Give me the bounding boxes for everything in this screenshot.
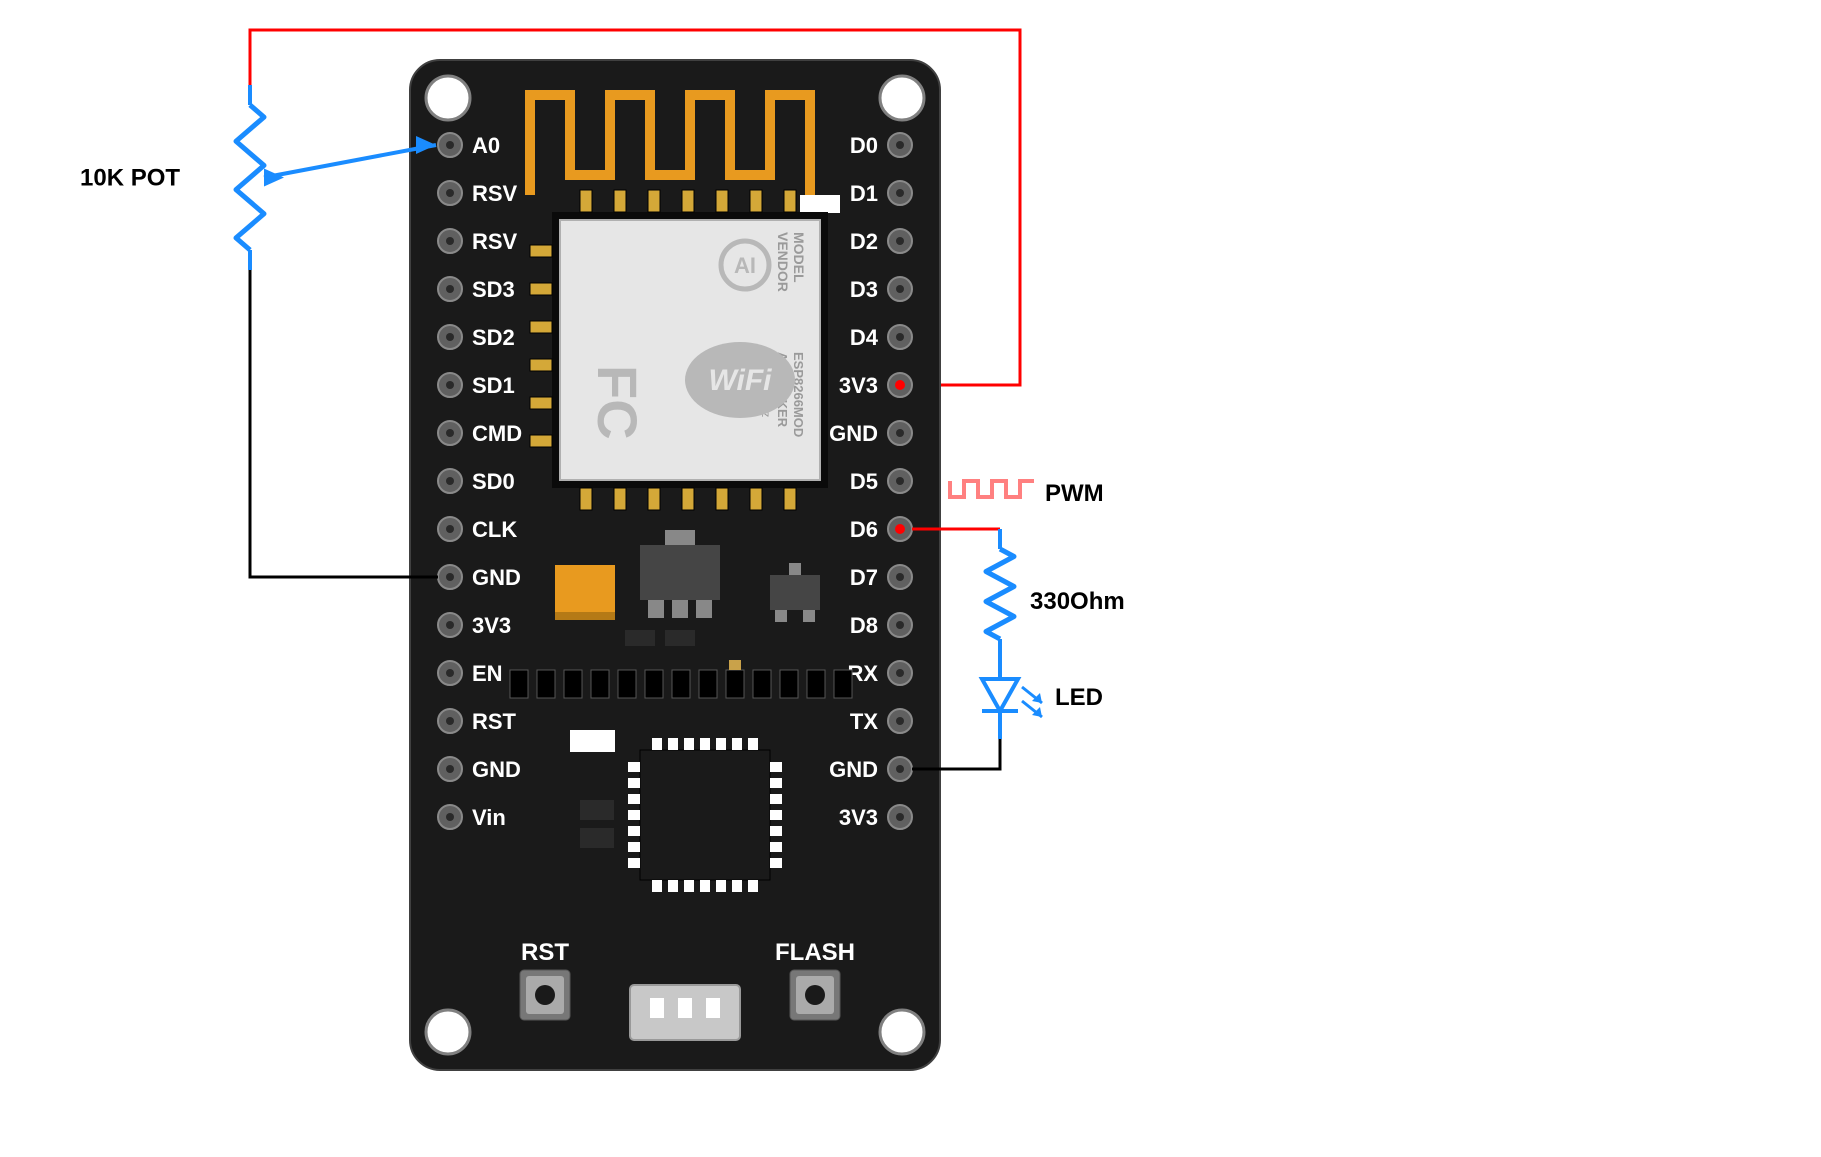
header-socket <box>591 670 609 698</box>
pin-label-right: D6 <box>850 517 878 542</box>
fcc-logo: FC <box>586 365 649 440</box>
led-label: LED <box>1055 684 1103 711</box>
pin-label-right: D0 <box>850 133 878 158</box>
shield-pin <box>784 190 796 212</box>
header-socket <box>564 670 582 698</box>
shield-pin <box>580 190 592 212</box>
pin-label-left: Vin <box>472 805 506 830</box>
svg-text:MODEL: MODEL <box>791 232 807 283</box>
pin-label-left: CLK <box>472 517 517 542</box>
flash-button-label: FLASH <box>775 939 855 966</box>
wiring-diagram: MODELVENDORESP8266MODAI-THINKERISM 2.4GH… <box>0 0 1821 1157</box>
wifi-logo-text: WiFi <box>708 364 772 397</box>
pin-label-right: D5 <box>850 469 878 494</box>
pin-label-left: SD0 <box>472 469 515 494</box>
pin-label-right: TX <box>850 709 878 734</box>
pin-label-left: CMD <box>472 421 522 446</box>
shield-pin <box>750 488 762 510</box>
pwm-label: PWM <box>1045 480 1104 507</box>
header-socket <box>699 670 717 698</box>
shield-pin <box>530 397 552 409</box>
shield-pin <box>750 190 762 212</box>
header-socket <box>672 670 690 698</box>
resistor-label: 330Ohm <box>1030 588 1125 615</box>
shield-pin <box>614 190 626 212</box>
pin-label-right: D7 <box>850 565 878 590</box>
header-socket <box>645 670 663 698</box>
pin-label-left: RST <box>472 709 517 734</box>
smd-transistor <box>770 575 820 610</box>
pin-label-left: SD2 <box>472 325 515 350</box>
shield-pin <box>530 321 552 333</box>
smd-white-chip <box>570 730 615 752</box>
pin-label-left: A0 <box>472 133 500 158</box>
pin-label-right: D4 <box>850 325 879 350</box>
pin-label-left: SD1 <box>472 373 515 398</box>
shield-pin <box>716 190 728 212</box>
mounting-hole <box>880 76 924 120</box>
usb-serial-chip <box>640 750 770 880</box>
svg-text:VENDOR: VENDOR <box>775 232 791 292</box>
mounting-hole <box>426 76 470 120</box>
ai-logo-text: AI <box>734 253 756 278</box>
pin-label-right: GND <box>829 757 878 782</box>
pin-label-right: D8 <box>850 613 878 638</box>
voltage-regulator <box>640 545 720 600</box>
pin-label-left: RSV <box>472 229 518 254</box>
header-socket <box>807 670 825 698</box>
shield-pin <box>682 488 694 510</box>
led-symbol <box>982 679 1018 711</box>
shield-pin <box>648 190 660 212</box>
pin-label-right: D2 <box>850 229 878 254</box>
header-socket <box>780 670 798 698</box>
shield-pin <box>580 488 592 510</box>
shield-pin <box>530 359 552 371</box>
shield-pin <box>682 190 694 212</box>
pin-label-left: GND <box>472 757 521 782</box>
pin-label-left: RSV <box>472 181 518 206</box>
pin-label-left: GND <box>472 565 521 590</box>
pin-label-right: GND <box>829 421 878 446</box>
header-socket <box>726 670 744 698</box>
header-socket <box>834 670 852 698</box>
tantalum-cap <box>555 565 615 620</box>
pot-label: 10K POT <box>80 165 180 192</box>
pin-label-right: 3V3 <box>839 805 878 830</box>
shield-pin <box>614 488 626 510</box>
shield-pin <box>530 435 552 447</box>
pin-label-left: EN <box>472 661 503 686</box>
antenna-cap <box>800 195 840 213</box>
shield-model: ESP8266MOD <box>791 352 806 437</box>
pin-label-right: 3V3 <box>839 373 878 398</box>
shield-pin <box>648 488 660 510</box>
pin-label-right: D3 <box>850 277 878 302</box>
shield-pin <box>716 488 728 510</box>
pin-label-left: 3V3 <box>472 613 511 638</box>
pwm-wave-icon <box>950 481 1034 497</box>
shield-pin <box>530 283 552 295</box>
mounting-hole <box>426 1010 470 1054</box>
potentiometer-body <box>236 105 264 250</box>
shield-pin <box>530 245 552 257</box>
header-socket <box>618 670 636 698</box>
shield-pin <box>784 488 796 510</box>
header-socket <box>510 670 528 698</box>
mounting-hole <box>880 1010 924 1054</box>
pin-label-right: D1 <box>850 181 878 206</box>
header-socket <box>537 670 555 698</box>
header-socket <box>753 670 771 698</box>
potentiometer-body <box>986 549 1014 639</box>
rst-button-label: RST <box>521 939 569 966</box>
pin-label-left: SD3 <box>472 277 515 302</box>
